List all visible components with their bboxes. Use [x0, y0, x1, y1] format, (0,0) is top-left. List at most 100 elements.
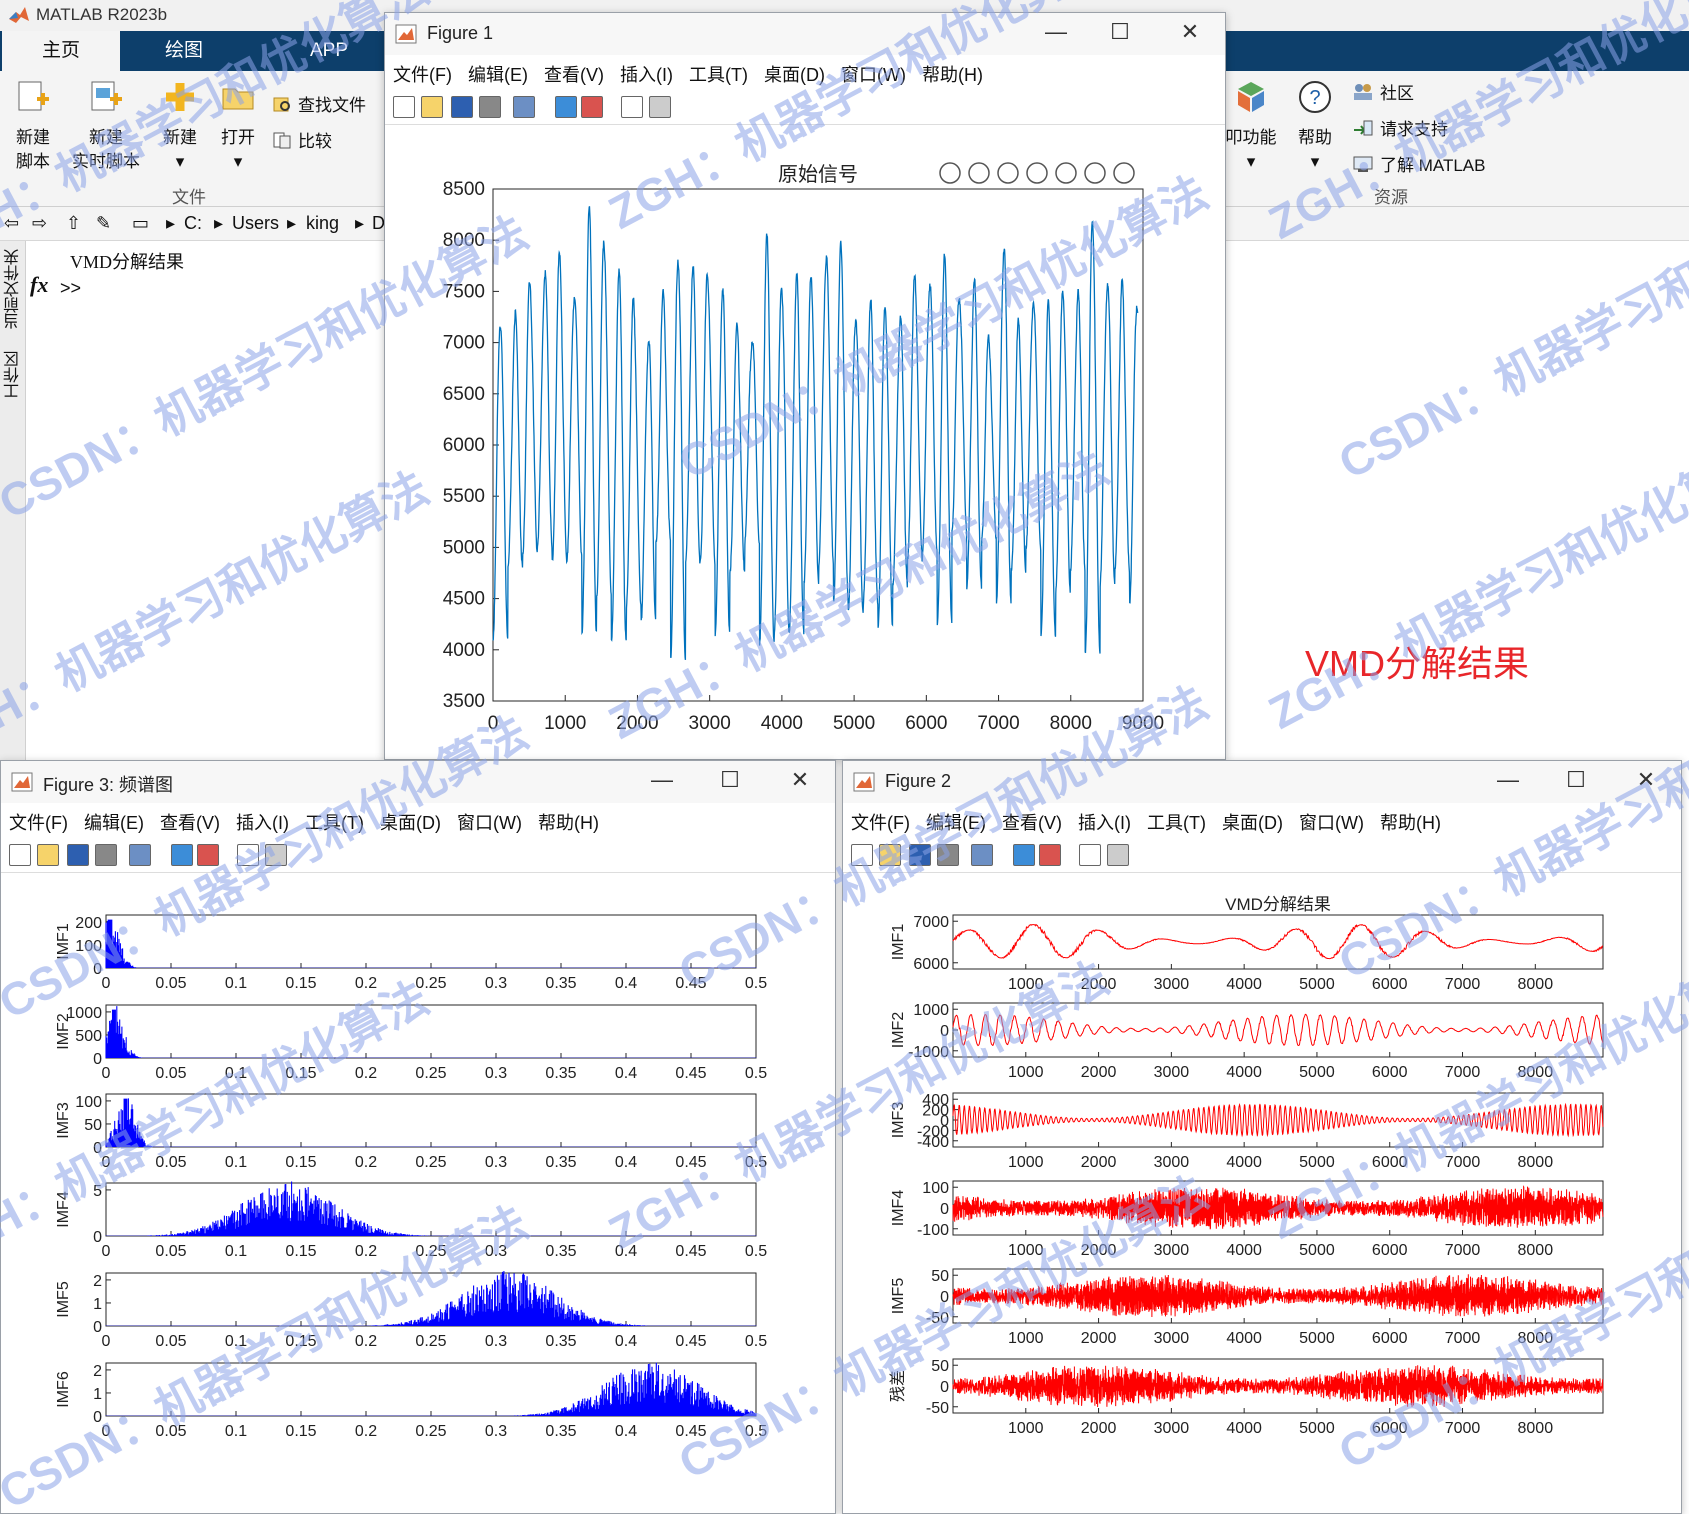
x-tick-label: 0.3 — [485, 1154, 507, 1171]
print-icon[interactable] — [479, 96, 501, 118]
menu-desktop[interactable]: 桌面(D) — [763, 65, 825, 85]
request-support-button[interactable]: 请求支持 — [1352, 115, 1448, 140]
pointer-icon[interactable] — [1079, 844, 1101, 866]
tab-apps[interactable]: APP — [309, 40, 349, 61]
menu-insert[interactable]: 插入(I) — [1077, 813, 1131, 833]
x-tick-label: 0 — [488, 713, 499, 734]
y-axis-label: IMF1 — [55, 923, 72, 960]
menu-view[interactable]: 查看(V) — [543, 65, 604, 85]
menu-help[interactable]: 帮助(H) — [1379, 813, 1441, 833]
minimize-button[interactable]: — — [651, 767, 673, 792]
menu-window[interactable]: 窗口(W) — [840, 65, 906, 85]
maximize-button[interactable]: ☐ — [1566, 767, 1586, 792]
menu-file[interactable]: 文件(F) — [851, 813, 910, 833]
pointer-icon[interactable] — [237, 844, 259, 866]
forward-arrow-icon[interactable]: ⇨ — [32, 213, 48, 233]
legend-icon[interactable] — [1039, 844, 1061, 866]
menu-window[interactable]: 窗口(W) — [1298, 813, 1364, 833]
menu-insert[interactable]: 插入(I) — [235, 813, 289, 833]
addons-button[interactable]: 叩功能 ▾ — [1218, 79, 1284, 174]
menu-edit[interactable]: 编辑(E) — [925, 813, 986, 833]
colorbar-icon[interactable] — [555, 96, 577, 118]
minimize-button[interactable]: — — [1045, 19, 1067, 44]
up-folder-icon[interactable]: ⇧ — [66, 213, 82, 233]
tab-current-folder[interactable]: 当前文件夹 — [5, 249, 22, 329]
tab-workspace[interactable]: 工作区 — [5, 351, 22, 399]
breadcrumb-users[interactable]: Users — [232, 213, 280, 233]
menu-help[interactable]: 帮助(H) — [537, 813, 599, 833]
menu-tools[interactable]: 工具(T) — [1146, 813, 1206, 833]
y-axis-label: IMF2 — [890, 1012, 907, 1049]
breadcrumb-next[interactable]: D — [372, 213, 385, 233]
save-icon[interactable] — [909, 844, 931, 866]
breadcrumb-drive[interactable]: C: — [184, 213, 202, 233]
command-prompt[interactable]: >> — [60, 278, 82, 298]
figure2-title-bar: Figure 2 — ☐ ✕ — [843, 761, 1681, 803]
x-tick-label: 1000 — [1008, 1242, 1044, 1259]
tab-home[interactable]: 主页 — [2, 31, 120, 71]
x-tick-label: 0.4 — [615, 1333, 637, 1350]
menu-desktop[interactable]: 桌面(D) — [1221, 813, 1283, 833]
find-files-button[interactable]: 查找文件 — [272, 91, 366, 116]
y-tick-label: -200 — [917, 1123, 949, 1140]
menu-help[interactable]: 帮助(H) — [921, 65, 983, 85]
menu-tools[interactable]: 工具(T) — [688, 65, 748, 85]
colorbar-icon[interactable] — [171, 844, 193, 866]
menu-insert[interactable]: 插入(I) — [619, 65, 673, 85]
new-figure-icon[interactable] — [393, 96, 415, 118]
back-arrow-icon[interactable]: ⇦ — [4, 213, 20, 233]
print-icon[interactable] — [95, 844, 117, 866]
menu-desktop[interactable]: 桌面(D) — [379, 813, 441, 833]
x-tick-label: 0.5 — [745, 1154, 767, 1171]
breadcrumb-user[interactable]: king — [306, 213, 340, 233]
open-file-icon[interactable] — [879, 844, 901, 866]
property-inspector-icon[interactable] — [649, 96, 671, 118]
x-tick-label: 0 — [102, 975, 111, 992]
menu-tools[interactable]: 工具(T) — [304, 813, 364, 833]
maximize-button[interactable]: ☐ — [720, 767, 740, 792]
save-icon[interactable] — [67, 844, 89, 866]
save-icon[interactable] — [451, 96, 473, 118]
help-button[interactable]: ? 帮助 ▾ — [1290, 79, 1340, 174]
y-tick-label: -50 — [926, 1310, 949, 1327]
print-icon[interactable] — [937, 844, 959, 866]
spectrum-bars — [105, 1362, 757, 1416]
function-browser-icon[interactable]: fx — [30, 272, 49, 297]
property-inspector-icon[interactable] — [1107, 844, 1129, 866]
close-button[interactable]: ✕ — [790, 767, 810, 792]
menu-window[interactable]: 窗口(W) — [456, 813, 522, 833]
close-button[interactable]: ✕ — [1636, 767, 1656, 792]
open-button[interactable]: 打开 ▾ — [213, 79, 263, 174]
compare-button[interactable]: 比较 — [272, 127, 332, 152]
maximize-button[interactable]: ☐ — [1110, 19, 1130, 44]
tab-plots[interactable]: 绘图 — [164, 40, 203, 61]
minimize-button[interactable]: — — [1497, 767, 1519, 792]
menu-view[interactable]: 查看(V) — [159, 813, 220, 833]
x-tick-label: 0.05 — [155, 1423, 186, 1440]
menu-edit[interactable]: 编辑(E) — [467, 65, 528, 85]
menu-file[interactable]: 文件(F) — [393, 65, 452, 85]
legend-icon[interactable] — [197, 844, 219, 866]
menu-view[interactable]: 查看(V) — [1001, 813, 1062, 833]
new-figure-icon[interactable] — [851, 844, 873, 866]
pointer-icon[interactable] — [621, 96, 643, 118]
link-plot-icon[interactable] — [129, 844, 151, 866]
browse-folder-icon[interactable]: ✎ — [96, 213, 112, 233]
legend-icon[interactable] — [581, 96, 603, 118]
new-script-button[interactable]: 新建 脚本 — [8, 79, 58, 174]
learn-matlab-button[interactable]: 了解 MATLAB — [1352, 151, 1485, 176]
property-inspector-icon[interactable] — [265, 844, 287, 866]
open-file-icon[interactable] — [421, 96, 443, 118]
new-live-script-button[interactable]: 新建 实时脚本 — [68, 79, 144, 174]
new-figure-icon[interactable] — [9, 844, 31, 866]
menu-edit[interactable]: 编辑(E) — [83, 813, 144, 833]
community-button[interactable]: 社区 — [1352, 79, 1414, 104]
link-plot-icon[interactable] — [971, 844, 993, 866]
open-file-icon[interactable] — [37, 844, 59, 866]
menu-file[interactable]: 文件(F) — [9, 813, 68, 833]
link-plot-icon[interactable] — [513, 96, 535, 118]
x-tick-label: 0.35 — [545, 1243, 576, 1260]
close-button[interactable]: ✕ — [1180, 19, 1200, 44]
colorbar-icon[interactable] — [1013, 844, 1035, 866]
new-button[interactable]: 新建 ▾ — [155, 79, 205, 174]
